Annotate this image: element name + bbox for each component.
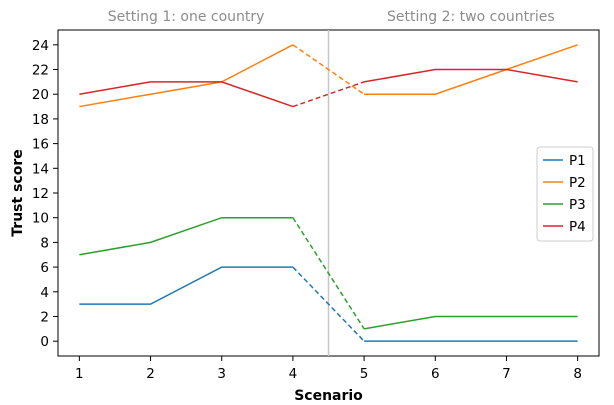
y-tick-label: 16 <box>32 137 49 153</box>
x-tick-label: 2 <box>146 366 155 382</box>
x-tick-label: 6 <box>431 366 440 382</box>
x-tick-label: 8 <box>573 366 582 382</box>
legend-box <box>536 146 594 242</box>
y-tick-label: 20 <box>32 87 49 103</box>
series-line <box>363 315 578 330</box>
series-line <box>79 266 293 305</box>
series-line <box>79 216 293 256</box>
x-tick-label: 7 <box>502 366 511 382</box>
y-axis-title: Trust score <box>10 149 26 236</box>
series-p1 <box>79 266 578 342</box>
series-layer <box>79 44 578 342</box>
setting-label: Setting 1: one country <box>108 9 265 25</box>
series-line <box>79 44 294 108</box>
series-line <box>364 44 578 95</box>
y-tick-label: 22 <box>32 63 49 79</box>
x-tick-label: 5 <box>360 366 369 382</box>
x-tick-label: 1 <box>75 366 84 382</box>
legend-label: P2 <box>569 175 586 191</box>
y-tick-label: 14 <box>32 161 49 177</box>
series-p3 <box>79 216 578 330</box>
legend: P1 P2 P3 P4 <box>536 146 594 242</box>
y-tick-label: 12 <box>32 186 49 202</box>
x-tick-label: 3 <box>217 366 226 382</box>
x-tick-label: 4 <box>289 366 298 382</box>
y-tick-label: 18 <box>32 112 49 128</box>
y-tick-label: 8 <box>40 235 49 251</box>
y-tick-label: 0 <box>40 334 49 350</box>
series-line <box>79 81 294 108</box>
legend-label: P3 <box>569 197 586 213</box>
series-p4 <box>79 68 578 108</box>
setting-label: Setting 2: two countries <box>387 9 555 25</box>
series-dashed-segment <box>292 81 365 108</box>
setting-labels: Setting 1: one country Setting 2: two cou… <box>108 9 555 25</box>
plot-area <box>57 29 600 357</box>
x-axis-title: Scenario <box>294 388 363 404</box>
series-dashed-segment <box>292 266 365 342</box>
y-tick-label: 4 <box>40 285 49 301</box>
x-axis: 1 2 3 4 5 6 7 8 <box>75 356 582 382</box>
y-tick-label: 6 <box>40 260 49 276</box>
series-p2 <box>79 44 578 108</box>
series-dashed-segment <box>292 217 365 330</box>
y-tick-label: 10 <box>32 211 49 227</box>
legend-label: P4 <box>569 219 586 235</box>
legend-label: P1 <box>569 153 586 169</box>
y-tick-label: 2 <box>40 309 49 325</box>
y-tick-label: 24 <box>32 38 49 54</box>
series-line <box>363 68 578 83</box>
series-dashed-segment <box>292 44 365 95</box>
